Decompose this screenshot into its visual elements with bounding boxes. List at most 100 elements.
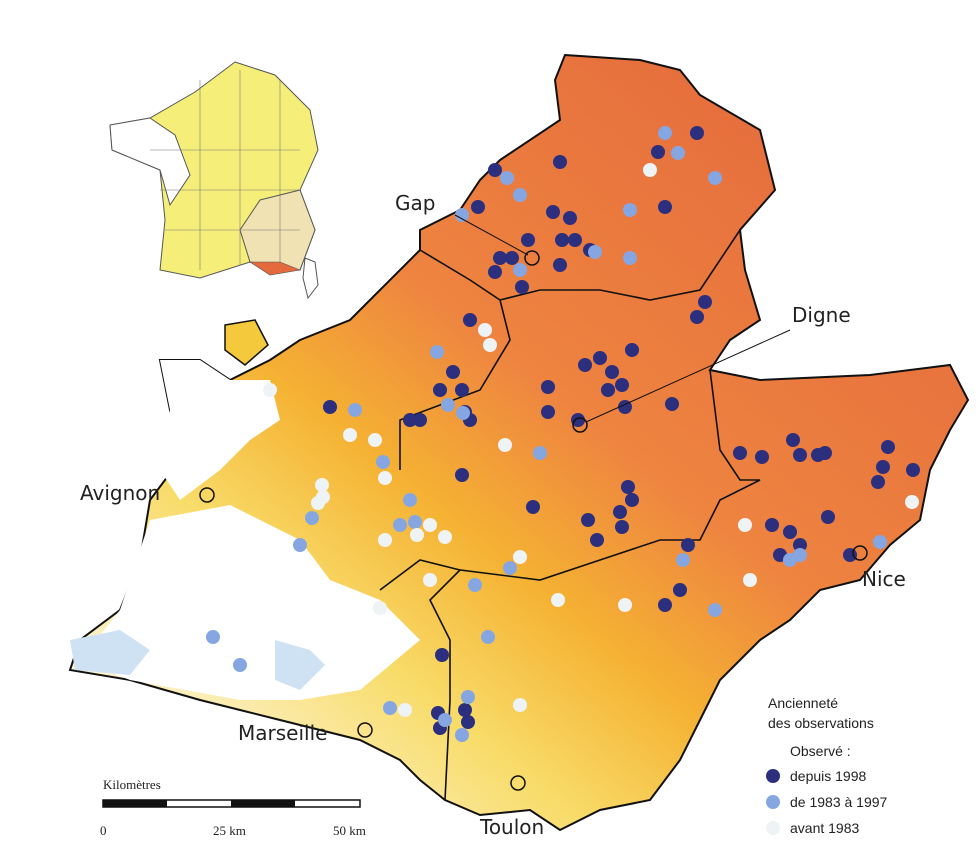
legend-swatch bbox=[766, 821, 780, 835]
observation-point bbox=[441, 398, 455, 412]
observation-point bbox=[533, 446, 547, 460]
observation-point bbox=[618, 598, 632, 612]
observation-point bbox=[658, 126, 672, 140]
observation-point bbox=[263, 383, 277, 397]
city-marker bbox=[510, 775, 526, 791]
observation-point bbox=[906, 463, 920, 477]
observation-point bbox=[438, 530, 452, 544]
cities bbox=[199, 214, 868, 791]
observation-point bbox=[478, 323, 492, 337]
leader-line bbox=[585, 329, 791, 423]
observation-point bbox=[590, 533, 604, 547]
observation-point bbox=[625, 343, 639, 357]
scale-label: 50 km bbox=[333, 823, 366, 838]
observation-point bbox=[765, 518, 779, 532]
observation-point bbox=[623, 251, 637, 265]
observation-point bbox=[373, 601, 387, 615]
observation-point bbox=[430, 345, 444, 359]
scale-bar: Kilomètres 0 25 km 50 km bbox=[100, 777, 366, 838]
legend-label: avant 1983 bbox=[790, 820, 859, 836]
observation-point bbox=[488, 163, 502, 177]
observation-point bbox=[658, 598, 672, 612]
observation-point bbox=[455, 728, 469, 742]
legend-subtitle: Observé : bbox=[790, 743, 851, 759]
observation-point bbox=[233, 658, 247, 672]
legend-swatch bbox=[766, 795, 780, 809]
observation-point bbox=[578, 358, 592, 372]
observation-point bbox=[581, 513, 595, 527]
city-marker bbox=[572, 417, 588, 433]
observation-point bbox=[456, 406, 470, 420]
observation-point bbox=[738, 518, 752, 532]
observation-point bbox=[588, 245, 602, 259]
observation-point bbox=[843, 548, 857, 562]
observation-point bbox=[708, 171, 722, 185]
observation-point bbox=[733, 446, 747, 460]
observation-point bbox=[658, 200, 672, 214]
observation-point bbox=[408, 515, 422, 529]
city-marker bbox=[199, 487, 215, 503]
observation-point bbox=[403, 493, 417, 507]
observation-point bbox=[615, 378, 629, 392]
observation-point bbox=[498, 438, 512, 452]
city-label: Avignon bbox=[80, 481, 160, 505]
observation-point bbox=[665, 397, 679, 411]
observation-point bbox=[378, 533, 392, 547]
observation-point bbox=[793, 548, 807, 562]
observation-point bbox=[206, 630, 220, 644]
observation-point bbox=[481, 630, 495, 644]
observation-point bbox=[343, 428, 357, 442]
observation-point bbox=[488, 265, 502, 279]
city-marker bbox=[357, 722, 373, 738]
observation-point bbox=[513, 263, 527, 277]
observation-point bbox=[446, 365, 460, 379]
observation-point bbox=[743, 573, 757, 587]
observation-point bbox=[398, 703, 412, 717]
city-label: Digne bbox=[792, 303, 851, 327]
legend-title: des observations bbox=[768, 715, 874, 731]
city-label: Gap bbox=[395, 191, 435, 215]
scale-segment bbox=[231, 800, 295, 807]
observation-point bbox=[553, 155, 567, 169]
observation-point bbox=[568, 233, 582, 247]
observation-point bbox=[526, 500, 540, 514]
legend-title: Ancienneté bbox=[768, 695, 838, 711]
observation-point bbox=[461, 690, 475, 704]
region bbox=[68, 53, 970, 832]
city-label: Toulon bbox=[479, 815, 544, 839]
observation-point bbox=[455, 383, 469, 397]
observation-point bbox=[513, 188, 527, 202]
legend-label: depuis 1998 bbox=[790, 768, 867, 784]
observation-point bbox=[423, 518, 437, 532]
observation-point bbox=[493, 251, 507, 265]
observation-point bbox=[348, 403, 362, 417]
observation-point bbox=[673, 583, 687, 597]
city-label: Marseille bbox=[238, 721, 327, 745]
observation-point bbox=[458, 703, 472, 717]
observation-points bbox=[206, 126, 920, 742]
city-marker bbox=[852, 545, 868, 561]
observation-point bbox=[593, 351, 607, 365]
observation-point bbox=[376, 455, 390, 469]
observation-point bbox=[821, 510, 835, 524]
observation-point bbox=[315, 478, 329, 492]
observation-point bbox=[905, 495, 919, 509]
observation-point bbox=[505, 251, 519, 265]
observation-point bbox=[413, 413, 427, 427]
observation-point bbox=[513, 550, 527, 564]
observation-point bbox=[410, 528, 424, 542]
observation-point bbox=[615, 520, 629, 534]
observation-point bbox=[461, 715, 475, 729]
observation-point bbox=[601, 383, 615, 397]
observation-point bbox=[876, 460, 890, 474]
observation-point bbox=[378, 471, 392, 485]
observation-point bbox=[671, 146, 685, 160]
legend-label: de 1983 à 1997 bbox=[790, 794, 888, 810]
city-marker bbox=[524, 250, 540, 266]
scale-segment bbox=[103, 800, 167, 807]
observation-point bbox=[553, 258, 567, 272]
observation-point bbox=[881, 440, 895, 454]
observation-point bbox=[463, 313, 477, 327]
scale-label: 0 bbox=[100, 823, 107, 838]
